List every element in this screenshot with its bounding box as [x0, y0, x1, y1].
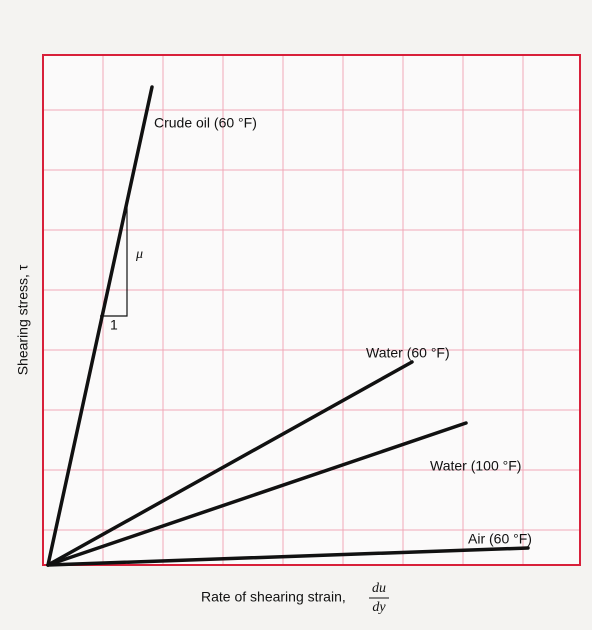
curve-line	[46, 85, 154, 567]
x-fraction-denominator: dy	[372, 600, 386, 615]
slope-run: 1	[110, 317, 118, 333]
slope-rise: μ	[135, 247, 143, 262]
curve-line	[46, 546, 530, 567]
curve-label: Water (60 °F)	[366, 345, 450, 361]
curve-line	[46, 360, 414, 567]
y-axis-label: Shearing stress, τ	[15, 264, 31, 375]
grid	[43, 55, 580, 565]
curve-line	[46, 421, 468, 567]
x-axis-label: Rate of shearing strain,	[201, 589, 346, 605]
curve-label: Crude oil (60 °F)	[154, 115, 257, 131]
slope-triangle	[100, 200, 128, 317]
frame	[42, 54, 581, 566]
curve-label: Water (100 °F)	[430, 458, 521, 474]
curve-label: Air (60 °F)	[468, 531, 532, 547]
plot-area	[43, 55, 580, 565]
x-fraction-numerator: du	[372, 581, 386, 596]
